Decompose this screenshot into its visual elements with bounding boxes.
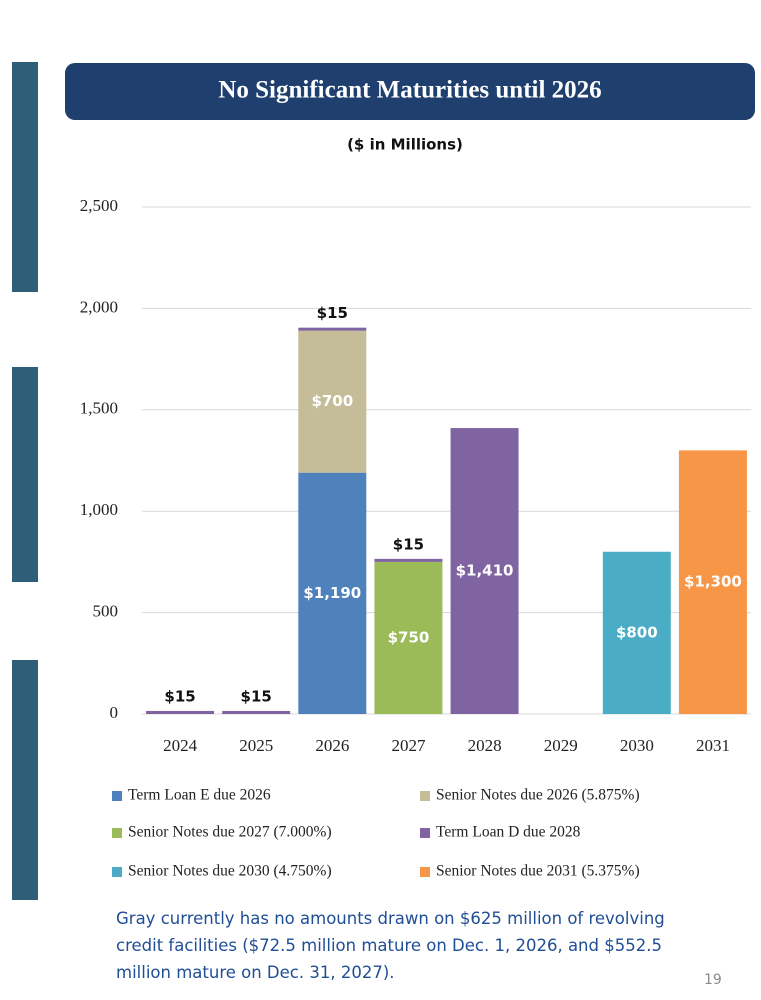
- data-label: $1,410: [456, 562, 514, 580]
- data-label: $750: [388, 628, 430, 646]
- legend-label: Senior Notes due 2027 (7.000%): [128, 824, 332, 841]
- y-tick-label: 500: [93, 602, 119, 621]
- bar-segment: [450, 428, 519, 714]
- data-label: $15: [164, 687, 195, 705]
- y-tick-label: 2,000: [80, 297, 118, 316]
- legend-swatch: [112, 867, 122, 877]
- y-tick-label: 2,500: [80, 196, 118, 215]
- side-bar: [12, 367, 38, 582]
- data-label: $1,190: [303, 584, 361, 602]
- legend-label: Term Loan D due 2028: [436, 824, 581, 841]
- footnote: Gray currently has no amounts drawn on $…: [116, 909, 665, 982]
- bar-segment: [298, 327, 367, 331]
- side-bar: [12, 62, 38, 292]
- bar-segment: [222, 710, 291, 714]
- data-label: $15: [393, 535, 424, 553]
- data-label: $700: [311, 392, 353, 410]
- legend-swatch: [112, 791, 122, 801]
- x-tick-label: 2029: [544, 736, 578, 755]
- legend-label: Term Loan E due 2026: [128, 787, 271, 804]
- legend-swatch: [420, 828, 430, 838]
- legend-label: Senior Notes due 2031 (5.375%): [436, 863, 640, 880]
- chart-title: No Significant Maturities until 2026: [218, 77, 601, 104]
- y-tick-label: 0: [110, 703, 119, 722]
- x-tick-label: 2028: [468, 736, 502, 755]
- legend-swatch: [420, 867, 430, 877]
- bar-segment: [298, 472, 367, 714]
- x-tick-label: 2031: [696, 736, 730, 755]
- bar-segment: [678, 450, 747, 714]
- legend-swatch: [420, 791, 430, 801]
- legend-label: Senior Notes due 2030 (4.750%): [128, 863, 332, 880]
- side-bar: [12, 660, 38, 900]
- data-label: $15: [317, 304, 348, 322]
- x-tick-label: 2026: [315, 736, 349, 755]
- bar-segment: [374, 558, 443, 562]
- bar-segment: [298, 330, 367, 473]
- data-label: $800: [616, 623, 658, 641]
- bar-segment: [374, 561, 443, 714]
- bar-segment: [602, 551, 671, 714]
- chart-subtitle: ($ in Millions): [347, 136, 463, 154]
- data-label: $1,300: [684, 573, 742, 591]
- bar-segment: [146, 710, 215, 714]
- title-banner: [65, 63, 755, 120]
- data-label: $15: [241, 687, 272, 705]
- legend-swatch: [112, 828, 122, 838]
- x-tick-label: 2027: [391, 736, 426, 755]
- x-tick-label: 2025: [239, 736, 273, 755]
- x-tick-label: 2024: [163, 736, 198, 755]
- y-tick-label: 1,000: [80, 500, 118, 519]
- page-number: 19: [704, 972, 722, 988]
- x-tick-label: 2030: [620, 736, 654, 755]
- legend-label: Senior Notes due 2026 (5.875%): [436, 787, 640, 804]
- y-tick-label: 1,500: [80, 399, 118, 418]
